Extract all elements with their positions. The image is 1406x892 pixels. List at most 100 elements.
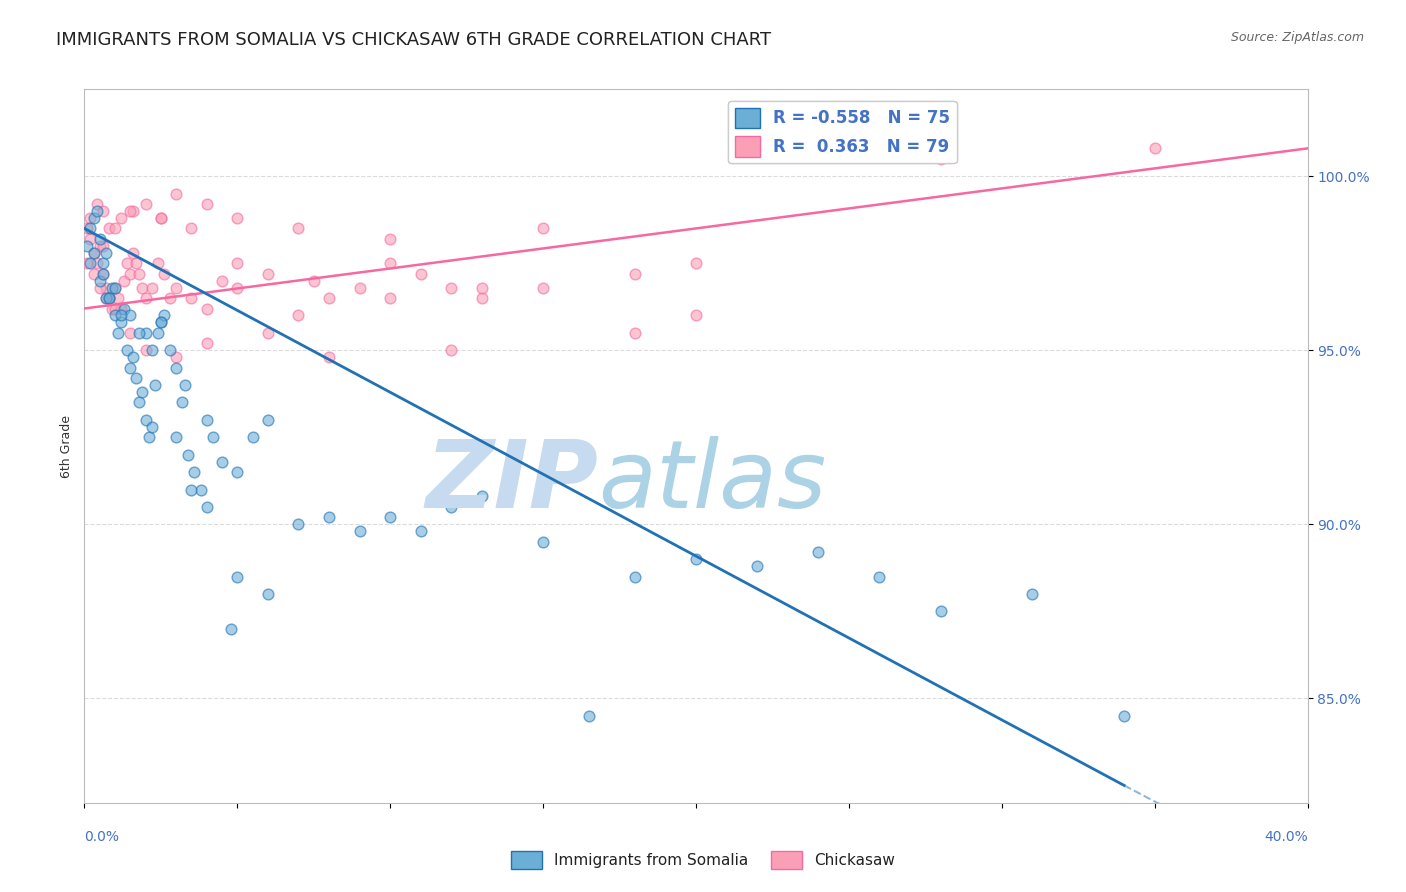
Point [131,385,153,400]
Point [79,211,101,225]
Point [685,256,707,270]
Point [226,465,249,479]
Point [440,280,463,294]
Point [91,256,114,270]
Point [302,274,325,288]
Point [624,267,647,281]
Point [318,350,340,364]
Point [104,221,127,235]
Point [89,239,111,253]
Point [183,465,205,479]
Point [128,267,150,281]
Point [79,221,101,235]
Point [747,559,769,574]
Point [94,280,117,294]
Point [107,291,129,305]
Point [149,211,172,225]
Point [1114,708,1136,723]
Point [76,239,98,253]
Point [201,430,224,444]
Point [120,360,142,375]
Point [110,211,132,225]
Point [471,490,494,504]
Text: 0.0%: 0.0% [84,830,120,844]
Point [97,291,120,305]
Point [219,622,242,636]
Point [869,569,891,583]
Point [76,221,98,235]
Point [86,197,108,211]
Point [101,301,124,316]
Point [89,232,111,246]
Point [165,350,187,364]
Point [180,483,202,497]
Legend: Immigrants from Somalia, Chickasaw: Immigrants from Somalia, Chickasaw [505,845,901,875]
Point [125,371,148,385]
Point [143,378,166,392]
Point [380,291,402,305]
Point [318,291,340,305]
Text: atlas: atlas [598,436,827,527]
Point [122,350,145,364]
Point [195,336,218,351]
Point [104,280,127,294]
Point [257,326,280,340]
Point [531,280,554,294]
Point [159,291,181,305]
Point [440,343,463,358]
Point [1143,141,1166,155]
Point [624,326,647,340]
Point [104,301,127,316]
Point [91,267,114,281]
Point [135,197,157,211]
Point [135,343,157,358]
Y-axis label: 6th Grade: 6th Grade [60,415,73,477]
Point [578,708,600,723]
Point [79,232,101,246]
Point [149,315,172,329]
Point [257,413,280,427]
Point [149,211,172,225]
Point [83,245,105,260]
Point [83,245,105,260]
Point [83,211,105,225]
Point [257,267,280,281]
Point [226,211,249,225]
Point [141,343,163,358]
Point [257,587,280,601]
Point [120,204,142,219]
Point [94,245,117,260]
Point [110,315,132,329]
Point [409,267,432,281]
Point [86,204,108,219]
Text: 40.0%: 40.0% [1264,830,1308,844]
Point [104,309,127,323]
Point [112,301,135,316]
Point [1021,587,1043,601]
Point [531,221,554,235]
Point [153,309,176,323]
Point [180,221,202,235]
Text: Source: ZipAtlas.com: Source: ZipAtlas.com [1230,31,1364,45]
Point [138,430,160,444]
Point [177,448,200,462]
Point [128,395,150,409]
Point [153,267,176,281]
Text: ZIP: ZIP [425,435,598,528]
Point [91,239,114,253]
Point [149,315,172,329]
Point [624,569,647,583]
Text: IMMIGRANTS FROM SOMALIA VS CHICKASAW 6TH GRADE CORRELATION CHART: IMMIGRANTS FROM SOMALIA VS CHICKASAW 6TH… [56,31,772,49]
Point [165,360,187,375]
Point [471,280,494,294]
Point [110,301,132,316]
Point [89,280,111,294]
Point [471,291,494,305]
Point [180,291,202,305]
Point [97,291,120,305]
Point [174,378,197,392]
Point [101,280,124,294]
Point [89,274,111,288]
Point [115,343,138,358]
Point [287,309,309,323]
